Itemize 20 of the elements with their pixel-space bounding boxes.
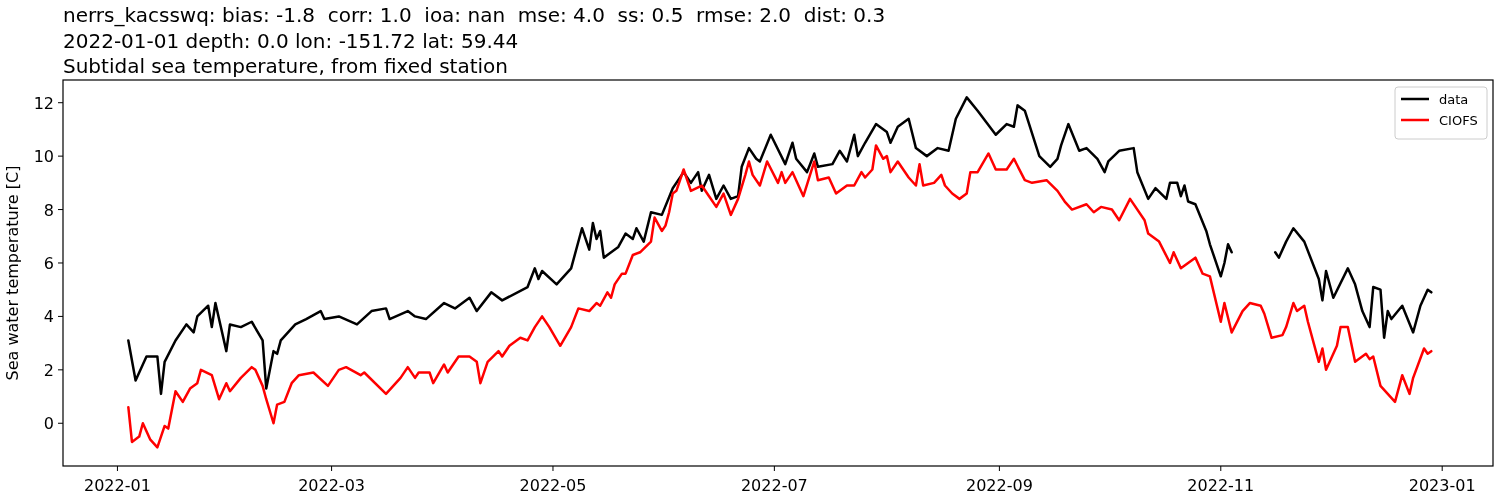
x-tick-label: 2022-03 — [298, 476, 366, 495]
y-tick-label: 0 — [43, 414, 54, 434]
y-tick-label: 4 — [43, 307, 54, 327]
legend-label: data — [1439, 92, 1469, 107]
y-tick-label: 12 — [33, 93, 54, 113]
x-tick-label: 2022-05 — [519, 476, 587, 495]
y-axis-title: Sea water temperature [C] — [3, 165, 22, 381]
x-tick-label: 2022-11 — [1187, 476, 1255, 495]
chart-subtitle: 2022-01-01 depth: 0.0 lon: -151.72 lat: 59.44 Subtidal sea temperature, from fixed station — [63, 28, 519, 78]
x-tick-label: 2022-07 — [740, 476, 808, 495]
x-tick-label: 2022-09 — [965, 476, 1033, 495]
line-series — [127, 144, 1433, 449]
chart-title: nerrs_kacsswq: bias: -1.8 corr: 1.0 ioa: nan mse: 4.0 ss: 0.5 rmse: 2.0 dist: 0.3 — [63, 3, 886, 27]
legend-label: CIOFS — [1439, 113, 1478, 128]
y-tick-label: 10 — [33, 147, 54, 167]
y-tick-label: 6 — [43, 253, 54, 273]
x-tick-label: 2023-01 — [1408, 476, 1476, 495]
y-tick-label: 8 — [43, 200, 54, 220]
y-tick-label: 2 — [43, 360, 54, 380]
x-tick-label: 2022-01 — [84, 476, 151, 495]
